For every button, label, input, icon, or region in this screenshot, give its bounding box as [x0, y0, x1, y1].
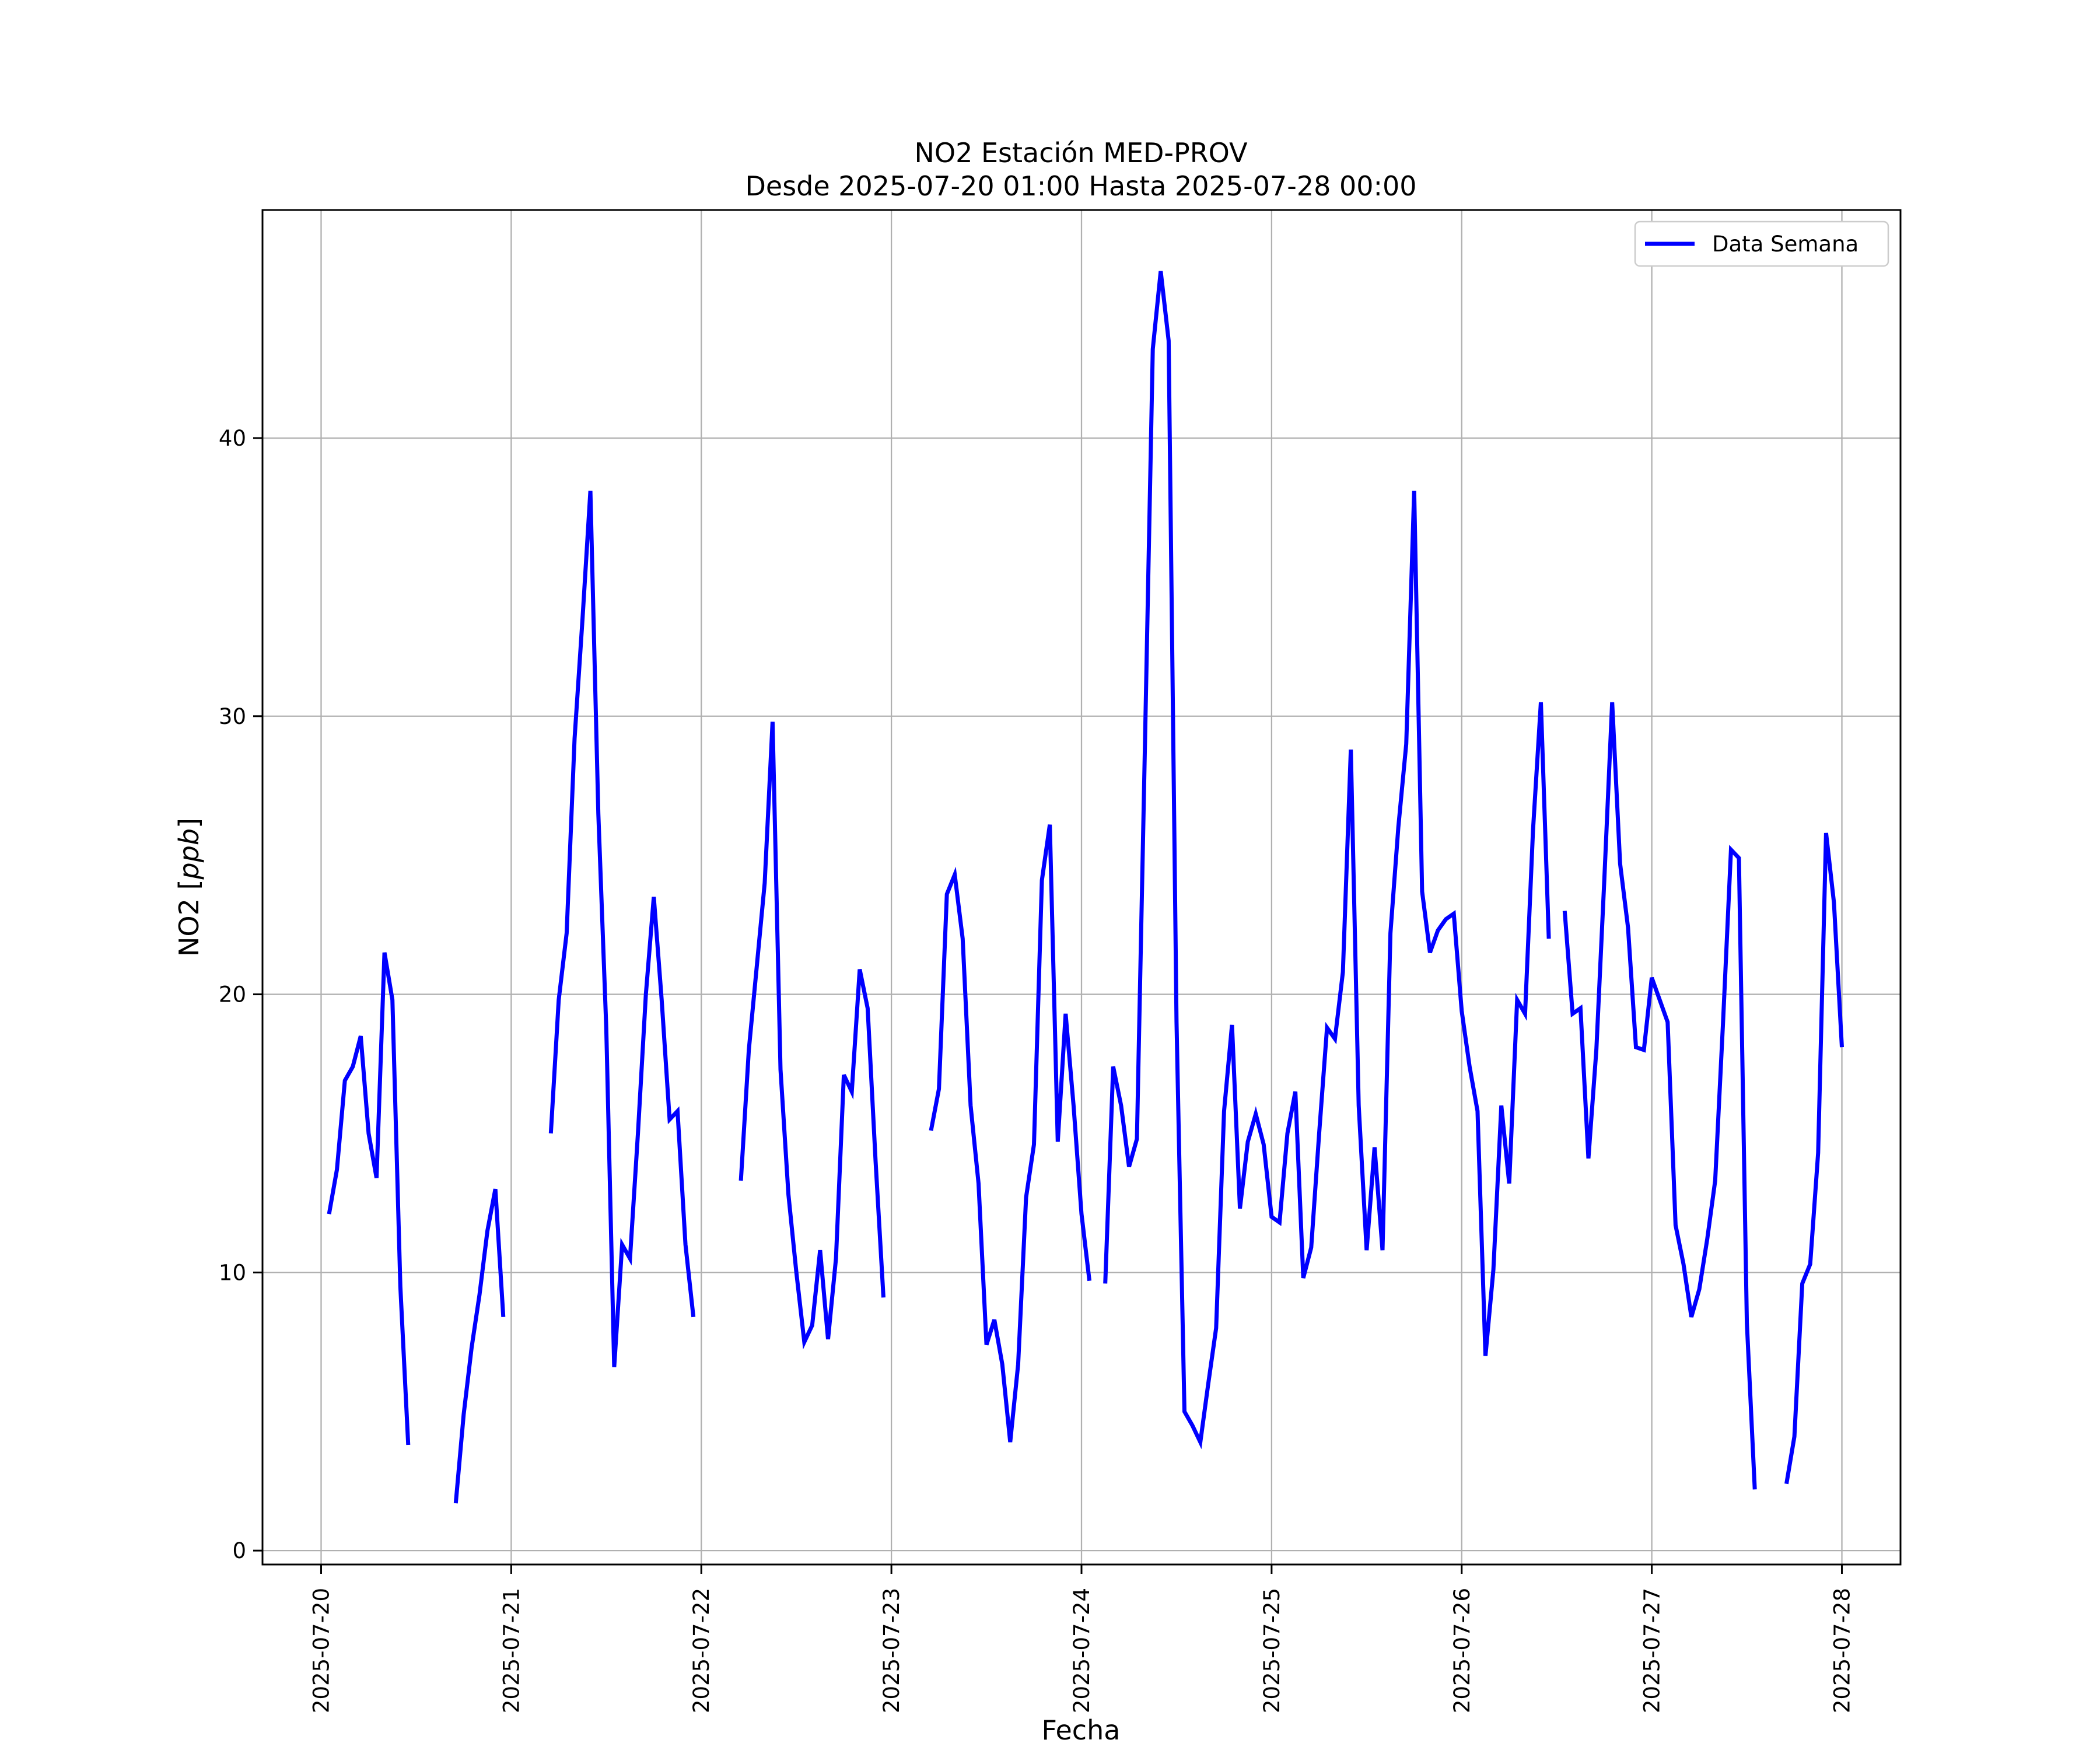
series-line-segment [1784, 832, 1844, 1485]
y-axis-label: NO2 [ppb] [173, 818, 205, 957]
legend-box [1634, 220, 1889, 267]
x-axis-label: Fecha [1042, 1714, 1121, 1746]
series-line-segment [1562, 702, 1757, 1490]
series-line-segment [548, 491, 696, 1367]
x-tick-label: 2025-07-21 [499, 1588, 524, 1713]
x-tick-label: 2025-07-24 [1069, 1588, 1094, 1713]
x-tick-label: 2025-07-26 [1450, 1588, 1475, 1713]
x-tick-label: 2025-07-28 [1830, 1588, 1855, 1713]
series-line-segment [1103, 271, 1551, 1450]
series-data-semana [327, 271, 1844, 1504]
series-line-segment [738, 722, 886, 1350]
x-tick-label: 2025-07-23 [879, 1588, 904, 1713]
y-tick-label: 10 [219, 1260, 246, 1285]
series-line-segment [929, 824, 1092, 1443]
series-line-segment [453, 1188, 506, 1504]
x-axis: 2025-07-20 2025-07-21 2025-07-22 2025-07-23… [309, 1564, 1855, 1713]
x-tick-label: 2025-07-20 [309, 1588, 334, 1713]
legend: Data Semana [1634, 220, 1889, 267]
chart-title: NO2 Estación MED-PROV [914, 137, 1248, 169]
y-tick-label: 30 [219, 704, 246, 729]
x-tick-label: 2025-07-27 [1640, 1588, 1665, 1713]
x-tick-label: 2025-07-25 [1259, 1588, 1284, 1713]
y-axis-label-unit: ppb [173, 828, 205, 880]
y-axis-label-quantity: NO2 [ [173, 880, 205, 957]
y-axis: 0 10 20 30 40 [219, 426, 262, 1563]
series-line-segment [327, 952, 411, 1446]
chart-subtitle: Desde 2025-07-20 01:00 Hasta 2025-07-28 … [745, 170, 1416, 202]
y-tick-label: 40 [219, 426, 246, 451]
grid-lines [262, 210, 1901, 1564]
y-axis-label-bracket: ] [173, 818, 205, 828]
y-tick-label: 0 [232, 1538, 246, 1563]
legend-label: Data Semana [1712, 232, 1859, 257]
x-tick-label: 2025-07-22 [689, 1588, 714, 1713]
y-tick-label: 20 [219, 982, 246, 1007]
